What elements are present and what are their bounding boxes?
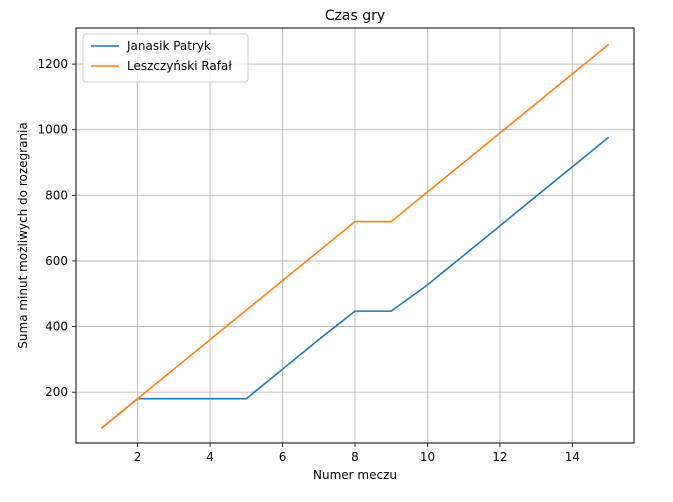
y-tick-label: 200 bbox=[45, 385, 68, 399]
x-tick-label: 2 bbox=[134, 450, 142, 464]
series-lines bbox=[100, 43, 610, 429]
chart-title: Czas gry bbox=[325, 8, 385, 24]
x-axis-label: Numer meczu bbox=[313, 468, 397, 482]
y-axis-ticks: 200 400 600 800 1000 1200 bbox=[37, 57, 76, 399]
legend-label-1: Janasik Patryk bbox=[126, 39, 211, 53]
y-tick-label: 1000 bbox=[37, 123, 68, 137]
legend: Janasik Patryk Leszczyński Rafał bbox=[82, 33, 249, 83]
x-axis-ticks: 2 4 6 8 10 12 14 bbox=[134, 443, 580, 464]
x-tick-label: 12 bbox=[492, 450, 507, 464]
y-tick-label: 800 bbox=[45, 188, 68, 202]
x-tick-label: 14 bbox=[565, 450, 580, 464]
x-tick-label: 8 bbox=[351, 450, 359, 464]
y-tick-label: 400 bbox=[45, 320, 68, 334]
x-tick-label: 6 bbox=[279, 450, 287, 464]
y-axis-label: Suma minut możliwych do rozegrania bbox=[16, 122, 30, 348]
x-tick-label: 10 bbox=[420, 450, 435, 464]
legend-box bbox=[82, 33, 249, 83]
y-tick-label: 1200 bbox=[37, 57, 68, 71]
series-line-2 bbox=[100, 43, 610, 429]
y-tick-label: 600 bbox=[45, 254, 68, 268]
legend-label-2: Leszczyński Rafał bbox=[127, 59, 232, 73]
series-line-1 bbox=[100, 136, 610, 429]
grid bbox=[76, 28, 634, 443]
x-tick-label: 4 bbox=[206, 450, 214, 464]
